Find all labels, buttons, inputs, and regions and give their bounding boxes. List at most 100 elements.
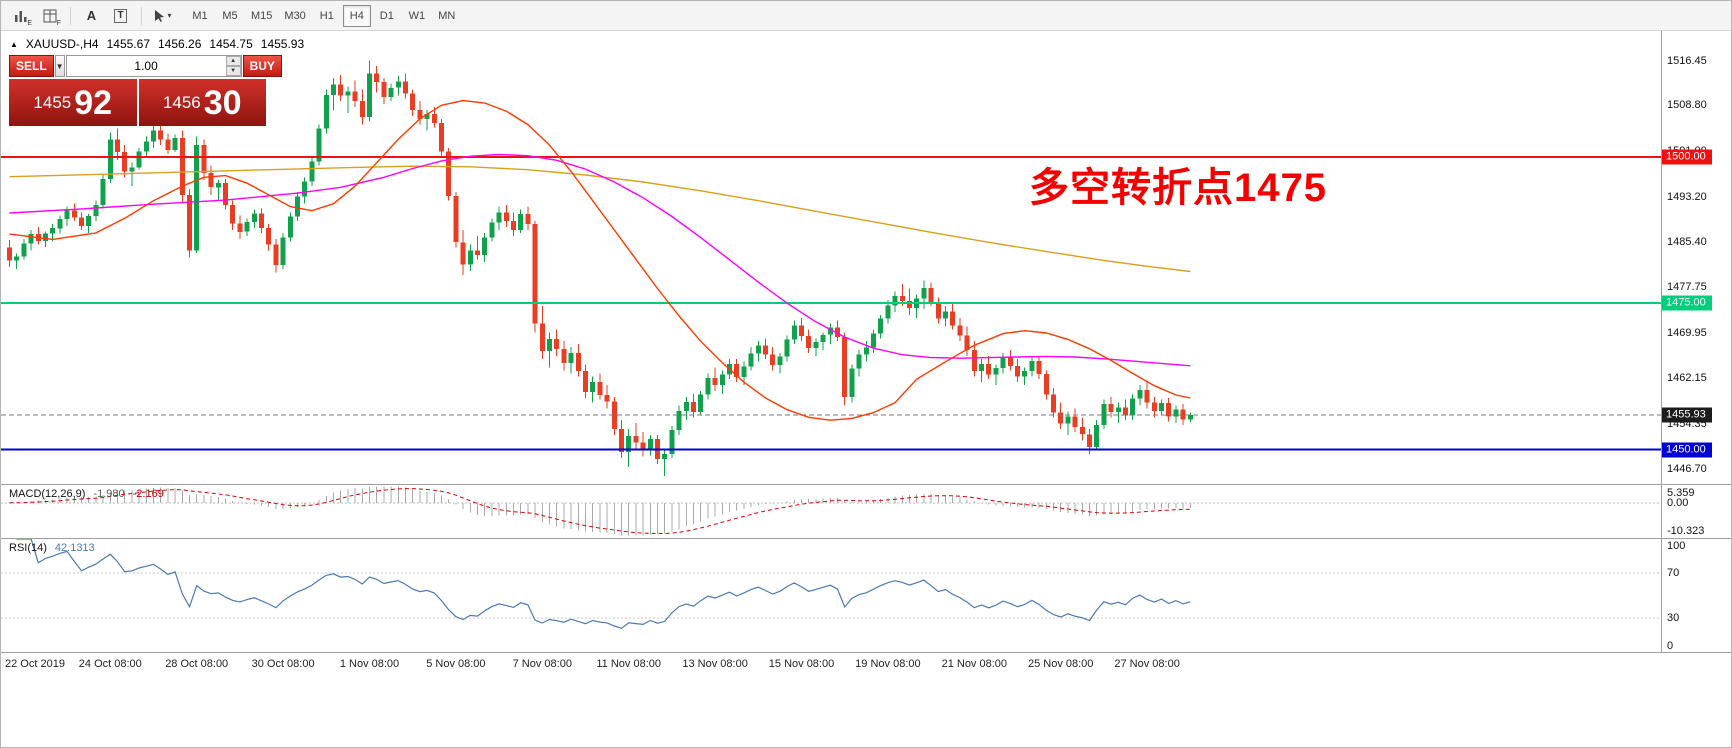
macd-axis-label: -10.323 [1667,525,1705,537]
time-label: 5 Nov 08:00 [426,658,486,670]
price-badge-1450.00: 1450.00 [1662,442,1712,457]
volume-down-button[interactable]: ▼ [225,66,241,76]
price-tick: 1516.45 [1667,54,1707,67]
ohlc-low: 1454.75 [209,37,253,51]
price-tick: 1469.95 [1667,326,1707,339]
timeframe-button-M1[interactable]: M1 [186,5,214,27]
toolbar: E F A T ▾ M1 M5 M15 M30 H1 H4 D1 W1 MN [1,1,1731,31]
one-click-trading-panel: SELL ▼ ▲ ▼ BUY 1455 92 1456 30 [9,55,282,126]
volume-spinner: ▲ ▼ [225,56,241,76]
price-tick: 1493.20 [1667,190,1707,203]
price-tick: 1477.75 [1667,281,1707,294]
time-axis[interactable]: 22 Oct 2019 24 Oct 08:00 28 Oct 08:00 30 Oc… [1,653,1661,677]
chevron-down-icon: ▼ [55,61,64,71]
timeframe-button-M30[interactable]: M30 [279,5,310,27]
price-badge-1475.00: 1475.00 [1662,295,1712,311]
rsi-value: 42.1313 [54,542,95,554]
rsi-axis: 100 70 30 0 [1662,539,1731,652]
sell-button[interactable]: SELL [9,55,54,77]
price-tick: 1485.40 [1667,236,1707,249]
time-label: 15 Nov 08:00 [768,658,835,670]
main-chart-surface[interactable] [1,31,1661,484]
price-tick: 1462.15 [1667,372,1707,385]
buy-price-box[interactable]: 1456 30 [138,79,266,126]
ohlc-close: 1455.93 [260,37,305,51]
time-label: 27 Nov 08:00 [1114,658,1180,670]
bar-chart-badge: E [27,19,32,27]
timeframe-button-M15[interactable]: M15 [246,5,277,27]
panel-splitter[interactable] [1,652,1731,653]
volume-dropdown-button[interactable]: ▼ [54,55,65,77]
macd-axis-label: 0.00 [1667,496,1689,509]
rsi-axis-label: 0 [1667,640,1674,652]
cursor-icon [155,9,165,22]
chart-title: ▲ XAUUSD-,H4 1455.67 1456.26 1454.75 145… [10,37,304,51]
price-badge-1500.00: 1500.00 [1662,149,1712,165]
text-annotation-icon: A [86,8,97,23]
buy-price-pips: 30 [203,83,242,122]
bar-chart-tool-button[interactable]: E [7,4,34,28]
macd-panel-surface[interactable] [1,485,1661,538]
timeframe-button-MN[interactable]: MN [433,5,461,27]
macd-axis: 5.359 0.00 -10.323 [1662,485,1731,538]
symbol-timeframe-label: XAUUSD-,H4 [25,37,99,51]
time-label: 19 Nov 08:00 [855,658,921,670]
volume-field: ▲ ▼ [65,55,242,77]
panel-splitter[interactable] [1,484,1731,485]
toolbar-separator [141,6,142,25]
macd-value-signal: -2.169 [132,488,164,500]
time-label: 7 Nov 08:00 [512,658,572,670]
ma-mid-magenta [9,153,1191,367]
template-badge: F [56,19,61,27]
time-label: 21 Nov 08:00 [941,658,1008,670]
macd-axis-label: 5.359 [1667,487,1695,499]
text-box-icon: T [114,8,127,23]
dropdown-caret-icon: ▾ [167,11,172,20]
time-label: 13 Nov 08:00 [682,658,748,670]
rsi-panel-surface[interactable] [1,539,1661,652]
rsi-name: RSI(14) [9,542,47,554]
time-label: 24 Oct 08:00 [78,658,142,670]
cursor-tool-button[interactable]: ▾ [149,4,176,28]
time-label: 25 Nov 08:00 [1027,658,1094,670]
textbox-tool-button[interactable]: T [107,4,134,28]
volume-input[interactable] [66,56,226,76]
price-axis[interactable]: 1516.451508.801501.001493.201485.401477.… [1662,31,1731,484]
template-icon [43,9,56,22]
time-label: 11 Nov 08:00 [596,658,661,670]
trade-panel-toggle[interactable]: ▲ [10,39,18,49]
time-label: 22 Oct 2019 [5,658,65,670]
price-tick: 1446.70 [1667,462,1707,475]
time-label: 28 Oct 08:00 [165,658,229,670]
template-tool-button[interactable]: F [36,4,63,28]
rsi-label: RSI(14) 42.1313 [9,542,95,554]
time-label: 1 Nov 08:00 [339,658,400,670]
rsi-axis-label: 30 [1667,612,1680,625]
macd-label: MACD(12,26,9) -1.980 -2.169 [9,488,164,500]
macd-name: MACD(12,26,9) [9,488,86,500]
buy-button[interactable]: BUY [242,55,282,77]
time-label: 30 Oct 08:00 [251,658,315,670]
macd-value-main: -1.980 [93,488,125,500]
text-tool-button[interactable]: A [78,4,105,28]
macd-histogram [16,486,1191,536]
sell-price-pips: 92 [74,83,113,122]
chart-annotation: 多空转折点1475 [1029,166,1327,210]
timeframe-button-W1[interactable]: W1 [403,5,431,27]
toolbar-separator [70,6,71,25]
panel-splitter[interactable] [1,538,1731,539]
rsi-axis-label: 70 [1667,566,1680,579]
bar-chart-icon [14,10,26,22]
timeframe-button-H4[interactable]: H4 [342,4,371,27]
timeframe-button-H1[interactable]: H1 [313,5,341,27]
timeframe-group: M1 M5 M15 M30 H1 H4 D1 W1 MN [186,4,461,27]
price-axis-border [1661,31,1662,653]
volume-up-button[interactable]: ▲ [225,56,241,66]
ohlc-high: 1456.26 [158,37,202,51]
timeframe-button-D1[interactable]: D1 [373,5,401,27]
sell-price-box[interactable]: 1455 92 [9,79,137,126]
sell-price-main: 1455 [33,92,72,112]
timeframe-button-M5[interactable]: M5 [216,5,244,27]
price-tick: 1508.80 [1667,99,1707,112]
